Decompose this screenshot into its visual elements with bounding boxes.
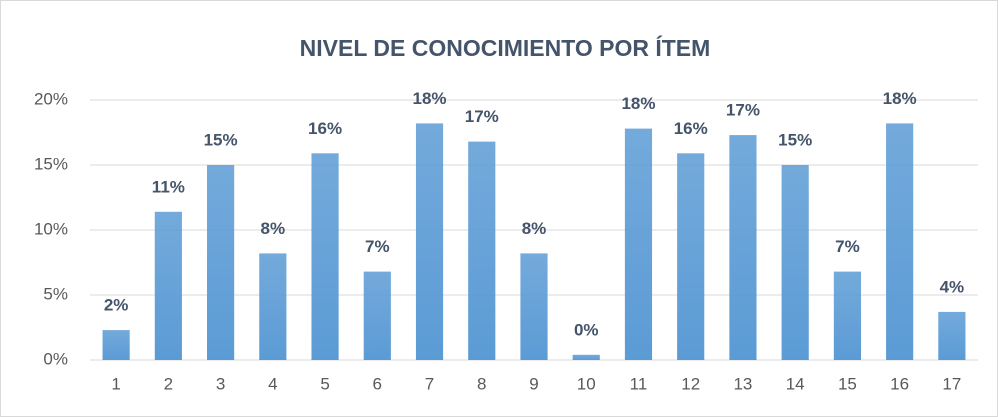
data-label: 16% <box>674 119 708 138</box>
data-label: 15% <box>204 130 238 149</box>
bar <box>781 165 809 360</box>
y-tick-label: 10% <box>34 219 68 238</box>
x-tick-label: 10 <box>577 374 596 393</box>
y-tick-label: 20% <box>34 89 68 108</box>
x-tick-label: 15 <box>838 374 857 393</box>
data-label: 18% <box>621 94 655 113</box>
x-tick-label: 2 <box>164 374 173 393</box>
bar <box>729 135 757 360</box>
data-label: 17% <box>726 101 760 120</box>
x-tick-label: 5 <box>320 374 329 393</box>
bar <box>207 165 235 360</box>
bar <box>154 211 182 360</box>
x-tick-label: 17 <box>942 374 961 393</box>
data-label: 16% <box>308 119 342 138</box>
bar <box>311 153 339 360</box>
x-tick-label: 8 <box>477 374 486 393</box>
data-label: 15% <box>778 130 812 149</box>
bar <box>102 330 130 360</box>
chart-title: NIVEL DE CONOCIMIENTO POR ÍTEM <box>300 34 711 61</box>
bar <box>363 271 391 360</box>
bar <box>572 354 600 360</box>
data-label: 18% <box>413 89 447 108</box>
data-label: 0% <box>574 320 599 339</box>
bar <box>624 128 653 360</box>
bar <box>833 271 861 360</box>
data-label: 4% <box>940 277 965 296</box>
x-tick-label: 3 <box>216 374 225 393</box>
data-label: 7% <box>835 237 860 256</box>
x-tick-label: 6 <box>373 374 382 393</box>
data-label: 11% <box>152 177 185 196</box>
x-tick-label: 13 <box>733 374 752 393</box>
x-tick-label: 12 <box>681 374 700 393</box>
x-tick-label: 14 <box>786 374 805 393</box>
y-tick-label: 15% <box>34 154 68 173</box>
bar <box>886 123 914 361</box>
y-tick-label: 0% <box>43 349 68 368</box>
x-tick-label: 7 <box>425 374 434 393</box>
bar <box>415 123 444 361</box>
data-label: 2% <box>104 296 129 315</box>
bar <box>938 311 966 360</box>
x-tick-label: 11 <box>630 374 648 393</box>
data-label: 7% <box>365 237 390 256</box>
data-label: 8% <box>261 219 286 238</box>
x-tick-label: 1 <box>111 374 120 393</box>
x-tick-label: 16 <box>890 374 909 393</box>
data-label: 8% <box>522 219 547 238</box>
x-tick-label: 9 <box>529 374 538 393</box>
x-tick-label: 4 <box>268 374 277 393</box>
data-label: 17% <box>465 107 499 126</box>
data-label: 18% <box>883 89 917 108</box>
bar <box>520 253 548 360</box>
bar <box>677 153 705 360</box>
y-tick-label: 5% <box>43 284 68 303</box>
bar <box>259 253 287 360</box>
bar <box>468 141 496 360</box>
